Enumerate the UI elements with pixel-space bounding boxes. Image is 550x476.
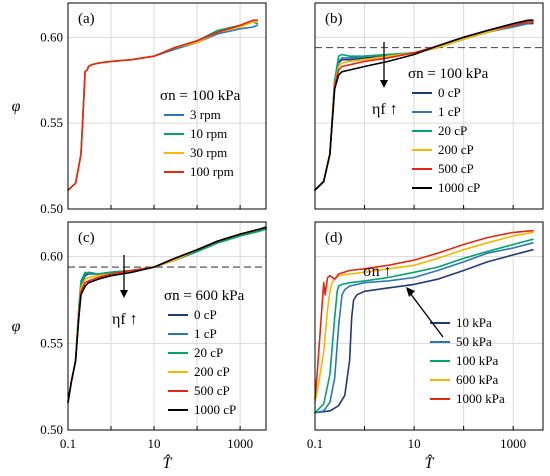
x-tick-label: 1000 — [500, 436, 526, 451]
panel-a: 0.50 0.55 0.60 φ (a) σn = 100 kPa 3 rpm 10 rpm 3… — [12, 2, 267, 216]
legend-label: 3 rpm — [190, 107, 221, 122]
legend-label: 30 rpm — [190, 145, 227, 160]
plot-frame — [67, 221, 267, 431]
y-tick-label: 0.55 — [40, 115, 63, 130]
legend: σn = 600 kPa 0 cP 1 cP 20 cP 200 cP 500 cP 100… — [164, 288, 245, 417]
series-line-100-rpm — [67, 19, 258, 191]
y-axis-label: φ — [12, 98, 21, 115]
legend-label: 200 cP — [438, 142, 474, 157]
legend-label: 500 cP — [438, 161, 474, 176]
arrow-shaft — [409, 292, 444, 338]
series-line-20-cP — [67, 228, 267, 404]
y-tick-label: 0.55 — [40, 335, 63, 350]
x-axis-label: T̂ — [163, 453, 173, 472]
series-line-500-cP — [314, 21, 534, 191]
y-axis-label: φ — [12, 318, 21, 335]
y-tick-label: 0.50 — [40, 422, 63, 437]
x-tick-label: 0.1 — [307, 436, 323, 451]
x-tick-label: 0.1 — [60, 436, 76, 451]
series-line-1-cP — [314, 21, 534, 191]
legend-label: 1000 kPa — [456, 391, 505, 406]
legend-label: 10 kPa — [456, 315, 492, 330]
series-line-50-kPa — [314, 242, 534, 414]
panel-label: (d) — [325, 230, 343, 246]
y-tick-label: 0.50 — [40, 201, 63, 216]
legend-label: 500 cP — [194, 383, 230, 398]
legend-label: 1 cP — [438, 104, 461, 119]
series-line-20-cP — [314, 21, 534, 191]
arrow-head — [380, 80, 388, 88]
y-tick-label: 0.60 — [40, 29, 63, 44]
plot-frame — [314, 2, 544, 210]
annotation: σn ↑ — [363, 263, 444, 338]
legend-label: 200 cP — [194, 364, 230, 379]
legend-label: 20 cP — [438, 123, 467, 138]
legend-label: 0 cP — [194, 307, 217, 322]
panel-b: (b) σn = 100 kPa 0 cP 1 cP 20 cP 200 cP 500 cP… — [314, 2, 544, 210]
series-line-500-cP — [67, 226, 267, 404]
legend-label: 10 rpm — [190, 126, 227, 141]
annotation: ηf ↑ — [112, 255, 138, 328]
legend-label: 1000 cP — [194, 402, 236, 417]
legend-title: σn = 100 kPa — [160, 88, 241, 104]
x-tick-label: 1000 — [227, 436, 253, 451]
plot-frame — [314, 221, 544, 431]
panel-d: 0.1 10 1000 T̂ (d) 10 kPa 50 kPa 100 kPa 600 kPa… — [307, 221, 544, 472]
plot-frame — [67, 2, 267, 210]
legend: σn = 100 kPa 3 rpm 10 rpm 30 rpm 100 rpm — [160, 88, 241, 179]
legend-title: σn = 100 kPa — [408, 66, 489, 82]
series-line-10-kPa — [314, 248, 534, 414]
legend-label: 50 kPa — [456, 334, 492, 349]
annotation-label: ηf ↑ — [112, 311, 138, 328]
x-axis-label: T̂ — [425, 453, 435, 472]
arrow-head — [406, 287, 415, 297]
series-line-100-kPa — [314, 238, 534, 414]
legend-label: 20 cP — [194, 345, 223, 360]
panel-c: 0.50 0.55 0.60 0.1 10 1000 φ T̂ (c) σn = 600 kPa 0… — [12, 221, 267, 472]
series-line-0-cP — [67, 228, 267, 404]
legend-label: 1000 cP — [438, 180, 480, 195]
legend-label: 0 cP — [438, 85, 461, 100]
legend-title: σn = 600 kPa — [164, 288, 245, 304]
x-tick-label: 10 — [148, 436, 161, 451]
legend: 10 kPa 50 kPa 100 kPa 600 kPa 1000 kPa — [430, 315, 505, 406]
y-tick-label: 0.60 — [40, 249, 63, 264]
annotation-label: ηf ↑ — [372, 101, 398, 118]
series-line-200-cP — [314, 21, 534, 191]
arrow-head — [120, 290, 128, 298]
legend-label: 100 rpm — [190, 164, 234, 179]
panel-label: (a) — [78, 11, 95, 27]
series-line-1000-kPa — [314, 229, 534, 400]
series-line-0-cP — [314, 22, 534, 191]
annotation: ηf ↑ — [372, 42, 398, 118]
legend-label: 600 kPa — [456, 372, 498, 387]
panel-label: (c) — [78, 230, 95, 246]
annotation-label: σn ↑ — [363, 263, 392, 280]
series-line-200-cP — [67, 226, 267, 404]
legend-label: 100 kPa — [456, 353, 498, 368]
panel-label: (b) — [325, 11, 343, 27]
legend: σn = 100 kPa 0 cP 1 cP 20 cP 200 cP 500 cP 100… — [408, 66, 489, 195]
series-line-1000-cP — [314, 19, 534, 191]
series-line-1000-cP — [67, 226, 267, 404]
series-line-1-cP — [67, 228, 267, 404]
x-tick-label: 10 — [408, 436, 421, 451]
series-line-600-kPa — [314, 231, 534, 404]
legend-label: 1 cP — [194, 326, 217, 341]
